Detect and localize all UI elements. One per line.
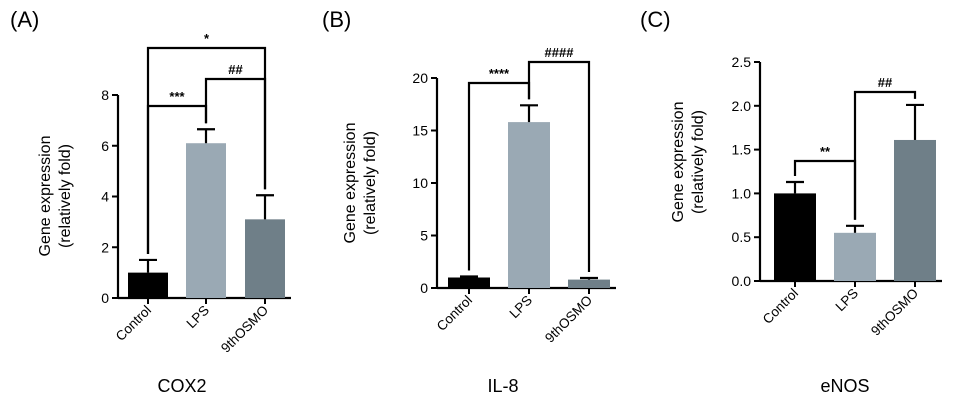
x-tick-label: LPS [832,286,861,315]
bar-control [774,193,816,281]
bar-control [448,277,490,288]
y-tick-label: 2.0 [732,98,752,114]
significance-bracket [527,60,591,273]
significance-label: **** [489,66,510,81]
y-tick-label: 0.5 [732,229,752,245]
panel-letter: (B) [322,7,351,32]
x-tick-label: LPS [183,303,212,332]
bar-lps [508,122,550,288]
y-tick-label: 2.5 [732,54,752,70]
panel-3: (C) Gene expression (relatively fold) 0.0 0.… [640,7,942,396]
y-axis-label-line: Gene expression [37,136,54,257]
significance-label: ## [878,75,893,90]
chart-title: eNOS [820,376,869,396]
x-tick-label: Control [434,293,475,334]
significance-label: ** [820,144,831,159]
y-axis-label-line: Gene expression [670,102,687,223]
panel-1: (A) Gene expression (relatively fold) 0 2 4 6 8… [10,7,291,396]
x-tick-label: 9thOSMO [218,303,271,356]
y-axis-label-line: (relatively fold) [362,131,379,235]
bar-9thosmo [568,279,610,288]
y-tick-label: 0 [420,280,428,296]
x-tick-label: LPS [506,293,535,322]
y-tick-label: 6 [101,138,109,154]
y-axis-label: Gene expression (relatively fold) [342,123,379,244]
significance-label: ## [228,62,243,77]
y-tick-label: 2 [101,239,109,255]
panel-2: (B) Gene expression (relatively fold) 0 5 10 1… [322,7,616,396]
y-axis-label: Gene expression (relatively fold) [37,136,74,257]
significance-label: #### [545,45,575,60]
significance-label: *** [169,89,185,104]
y-tick-label: 8 [101,87,109,103]
x-tick-label: Control [113,303,154,344]
significance-label: * [204,31,210,46]
bar-9thosmo [894,139,936,281]
chart-title: IL-8 [487,376,518,396]
y-tick-label: 0 [101,290,109,306]
significance-bracket [146,46,267,254]
y-tick-label: 10 [412,175,428,191]
y-tick-label: 0.0 [732,273,752,289]
x-tick-label: 9thOSMO [868,286,921,339]
bar-lps [186,143,226,298]
panel-letter: (C) [640,7,671,32]
y-tick-label: 20 [412,70,428,86]
bar-lps [834,232,876,281]
y-axis-label-line: (relatively fold) [690,110,707,214]
y-tick-label: 5 [420,228,428,244]
y-tick-label: 1.5 [732,142,752,158]
x-tick-label: Control [760,286,801,327]
bar-9thosmo [245,219,285,298]
panel-letter: (A) [10,7,39,32]
y-tick-label: 4 [101,189,109,205]
y-axis-label-line: Gene expression [342,123,359,244]
y-tick-label: 15 [412,123,428,139]
bar-control [128,272,168,298]
significance-bracket [853,90,917,220]
chart-title: COX2 [157,376,206,396]
x-tick-label: 9thOSMO [542,293,595,346]
y-axis-label-line: (relatively fold) [57,144,74,248]
y-axis-label: Gene expression (relatively fold) [670,102,707,223]
y-tick-label: 1.0 [732,185,752,201]
